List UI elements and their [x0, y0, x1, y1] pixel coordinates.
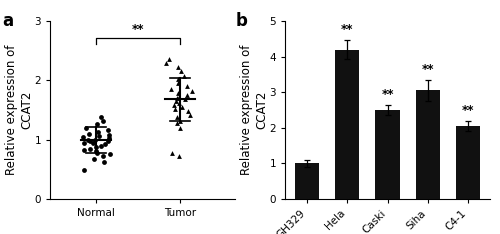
Bar: [335, 50, 359, 199]
Text: a: a: [2, 12, 13, 30]
Point: [181, 97, 189, 101]
Point: [162, 61, 170, 64]
Text: **: **: [132, 23, 144, 36]
Point: [78, 135, 86, 139]
Point: [104, 139, 112, 143]
Point: [174, 81, 182, 85]
Point: [84, 132, 92, 135]
Point: [172, 99, 180, 103]
Point: [101, 143, 109, 146]
Bar: [456, 126, 480, 199]
Bar: [295, 163, 319, 199]
Point: [104, 128, 112, 132]
Point: [95, 134, 103, 138]
Text: **: **: [422, 63, 434, 76]
Point: [106, 153, 114, 156]
Point: [80, 148, 88, 152]
Point: [174, 66, 182, 69]
Bar: [376, 110, 400, 199]
Y-axis label: Relative expression of
CCAT2: Relative expression of CCAT2: [5, 45, 33, 175]
Point: [175, 95, 183, 99]
Point: [80, 141, 88, 144]
Bar: [416, 90, 440, 199]
Point: [82, 126, 90, 130]
Point: [180, 74, 188, 77]
Text: **: **: [462, 104, 474, 117]
Point: [84, 138, 92, 142]
Point: [100, 160, 108, 164]
Point: [184, 109, 192, 113]
Point: [104, 137, 112, 140]
Point: [186, 113, 194, 117]
Text: **: **: [382, 88, 394, 101]
Point: [93, 122, 101, 126]
Point: [89, 141, 97, 145]
Point: [174, 77, 182, 81]
Point: [86, 139, 94, 143]
Point: [172, 121, 180, 125]
Point: [178, 105, 186, 109]
Point: [105, 133, 113, 137]
Point: [92, 150, 100, 153]
Point: [172, 115, 180, 119]
Point: [97, 115, 105, 119]
Point: [86, 147, 94, 150]
Point: [170, 103, 178, 107]
Point: [90, 157, 98, 161]
Point: [100, 119, 108, 123]
Point: [164, 57, 172, 61]
Point: [167, 87, 175, 91]
Point: [172, 96, 180, 100]
Point: [92, 146, 100, 149]
Text: **: **: [341, 23, 353, 36]
Y-axis label: Relative expression of
CCAT2: Relative expression of CCAT2: [240, 45, 268, 175]
Point: [177, 69, 185, 73]
Point: [98, 144, 106, 147]
Point: [175, 101, 183, 105]
Point: [98, 154, 106, 158]
Point: [171, 107, 179, 111]
Point: [188, 89, 196, 93]
Point: [168, 151, 176, 154]
Point: [94, 130, 102, 134]
Text: b: b: [236, 12, 248, 30]
Point: [174, 91, 182, 95]
Point: [176, 126, 184, 130]
Point: [94, 151, 102, 154]
Point: [176, 154, 184, 158]
Point: [176, 119, 184, 123]
Point: [183, 84, 191, 88]
Point: [91, 138, 99, 142]
Point: [182, 93, 190, 97]
Point: [80, 168, 88, 172]
